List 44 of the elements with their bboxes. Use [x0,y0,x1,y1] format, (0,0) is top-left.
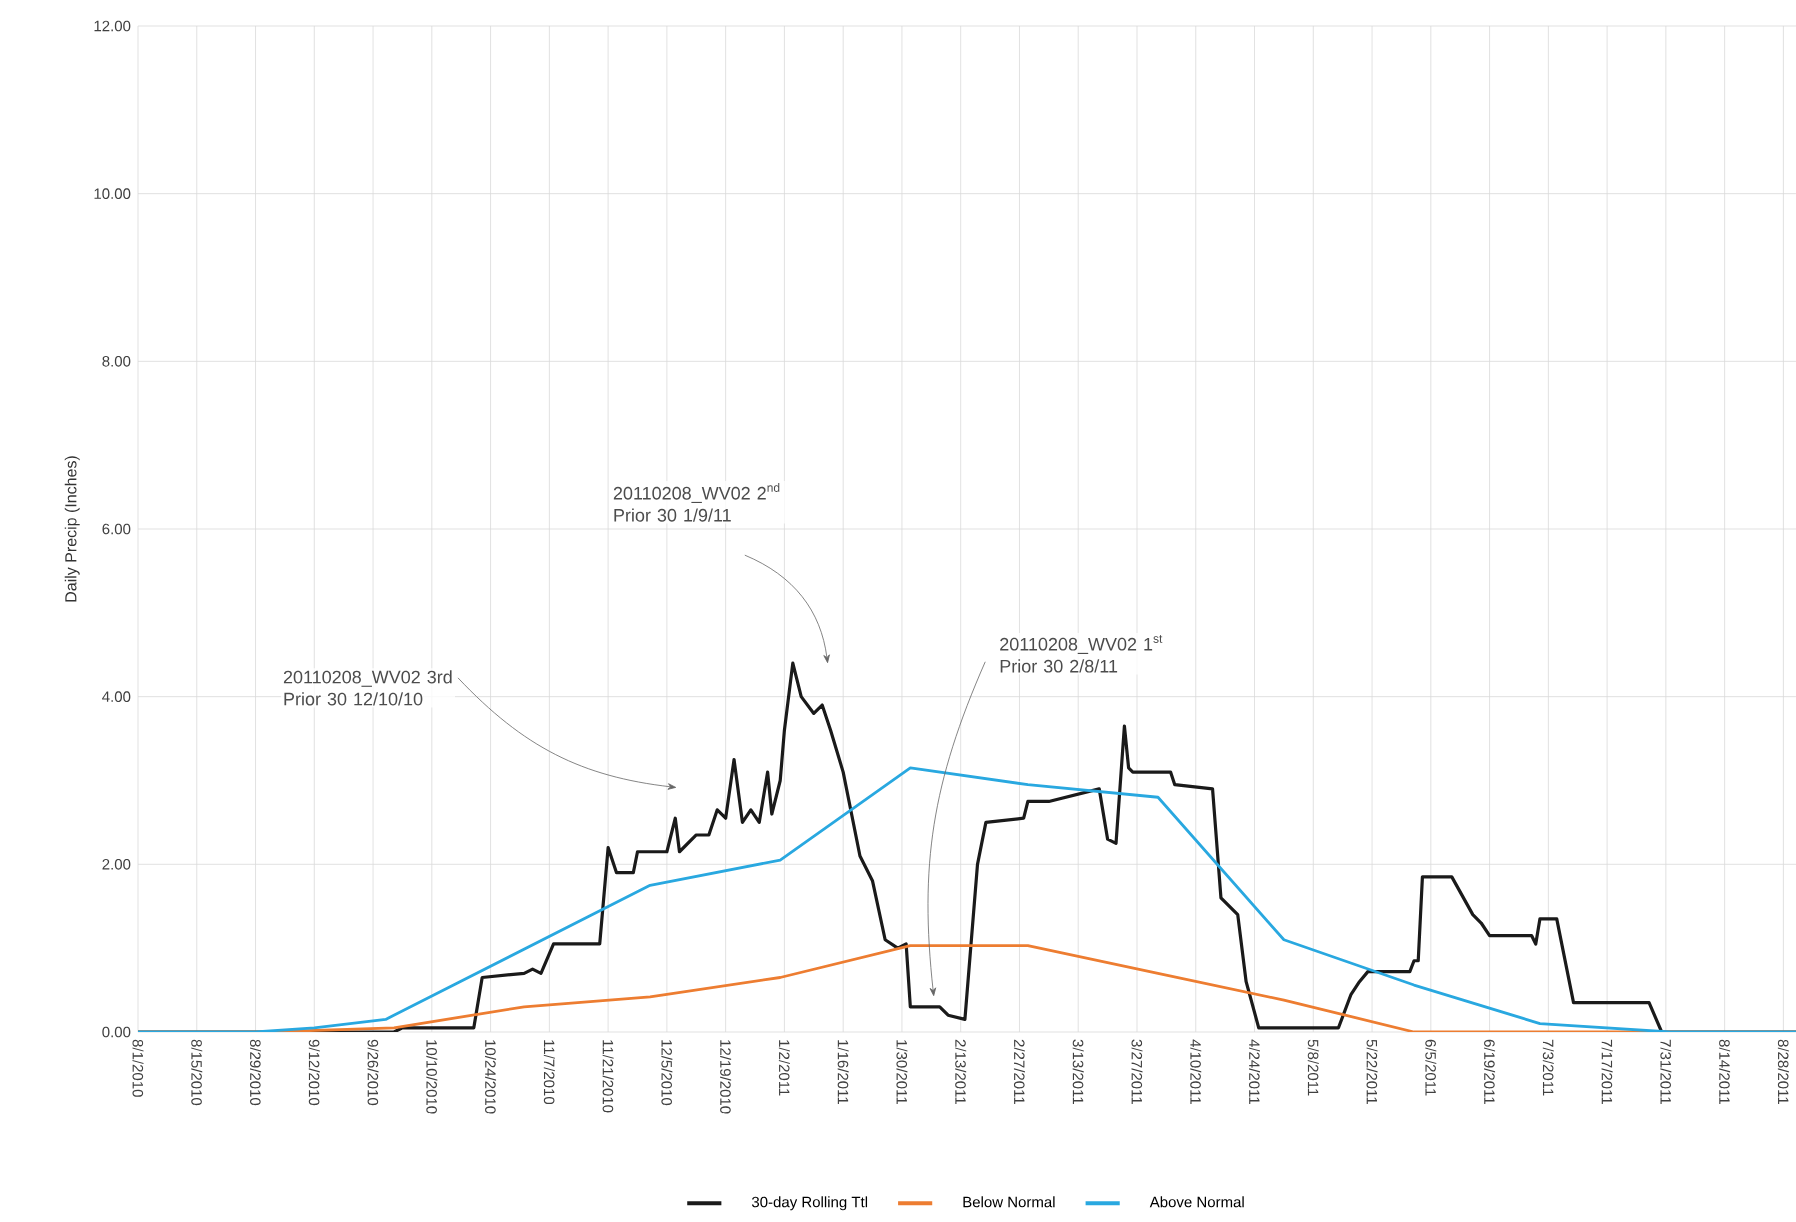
x-tick-label: 8/1/2010 [132,1039,144,1097]
x-tick-label: 6/19/2011 [1484,1039,1496,1104]
x-tick-label: 1/16/2011 [837,1040,849,1104]
x-tick-label: 7/3/2011 [1542,1039,1554,1096]
text: 20110208_WV02 1$^{st}$ Prior 30 2/8/11 [1000,634,1163,673]
legend-label: 30-day Rolling Ttl [751,1196,868,1211]
x-tick-label: 4/10/2011 [1190,1039,1202,1104]
x-tick-label: 1/30/2011 [896,1040,908,1104]
y-axis-title: Daily Precip (Inches) [64,456,80,602]
x-tick-label: 6/5/2011 [1425,1039,1437,1096]
x-tick-label: 9/26/2010 [367,1039,379,1106]
x-tick-label: 11/21/2010 [602,1040,614,1113]
text: 20110208_WV02 2$^{nd}$ Prior 30 1/9/11 [613,483,780,522]
x-tick-label: 7/31/2011 [1660,1039,1672,1104]
y-tick-label: 0.00 [102,1026,131,1038]
y-tick-label: 4.00 [102,691,131,702]
y-tick-label: 6.00 [102,523,131,535]
y-tick-label: 8.00 [102,356,131,367]
legend-label: Below Normal [963,1196,1055,1208]
x-tick-label: 7/17/2011 [1601,1039,1613,1104]
x-tick-label: 2/13/2011 [955,1039,967,1104]
x-tick-label: 2/27/2011 [1013,1039,1025,1104]
x-tick-label: 5/22/2011 [1366,1039,1378,1104]
x-tick-label: 11/7/2010 [543,1040,555,1105]
x-tick-label: 4/24/2011 [1249,1039,1261,1104]
legend-label: Above Normal [1149,1196,1244,1208]
x-tick-label: 12/19/2010 [720,1040,732,1114]
y-tick-label: 10.00 [94,188,131,199]
x-tick-label: 3/13/2011 [1072,1039,1084,1104]
x-tick-label: 8/15/2010 [191,1039,203,1106]
x-tick-label: 8/14/2011 [1719,1039,1731,1104]
y-tick-label: 2.00 [102,859,131,870]
x-tick-label: 8/28/2011 [1777,1039,1789,1104]
annotation: 20110208_WV02 3rd Prior 30 12/10/10 [283,670,452,706]
x-tick-label: 12/5/2010 [661,1040,673,1106]
x-tick-label: 10/24/2010 [485,1040,497,1114]
x-tick-label: 3/27/2011 [1131,1039,1143,1104]
x-tick-label: 9/12/2010 [308,1039,320,1106]
x-tick-label: 8/29/2010 [250,1039,262,1106]
line-series [138,766,1796,1032]
x-tick-label: 5/8/2011 [1307,1039,1319,1096]
x-tick-label: 1/2/2011 [778,1040,790,1096]
y-tick-label: 12.00 [94,20,131,32]
x-tick-label: 10/10/2010 [426,1040,438,1114]
